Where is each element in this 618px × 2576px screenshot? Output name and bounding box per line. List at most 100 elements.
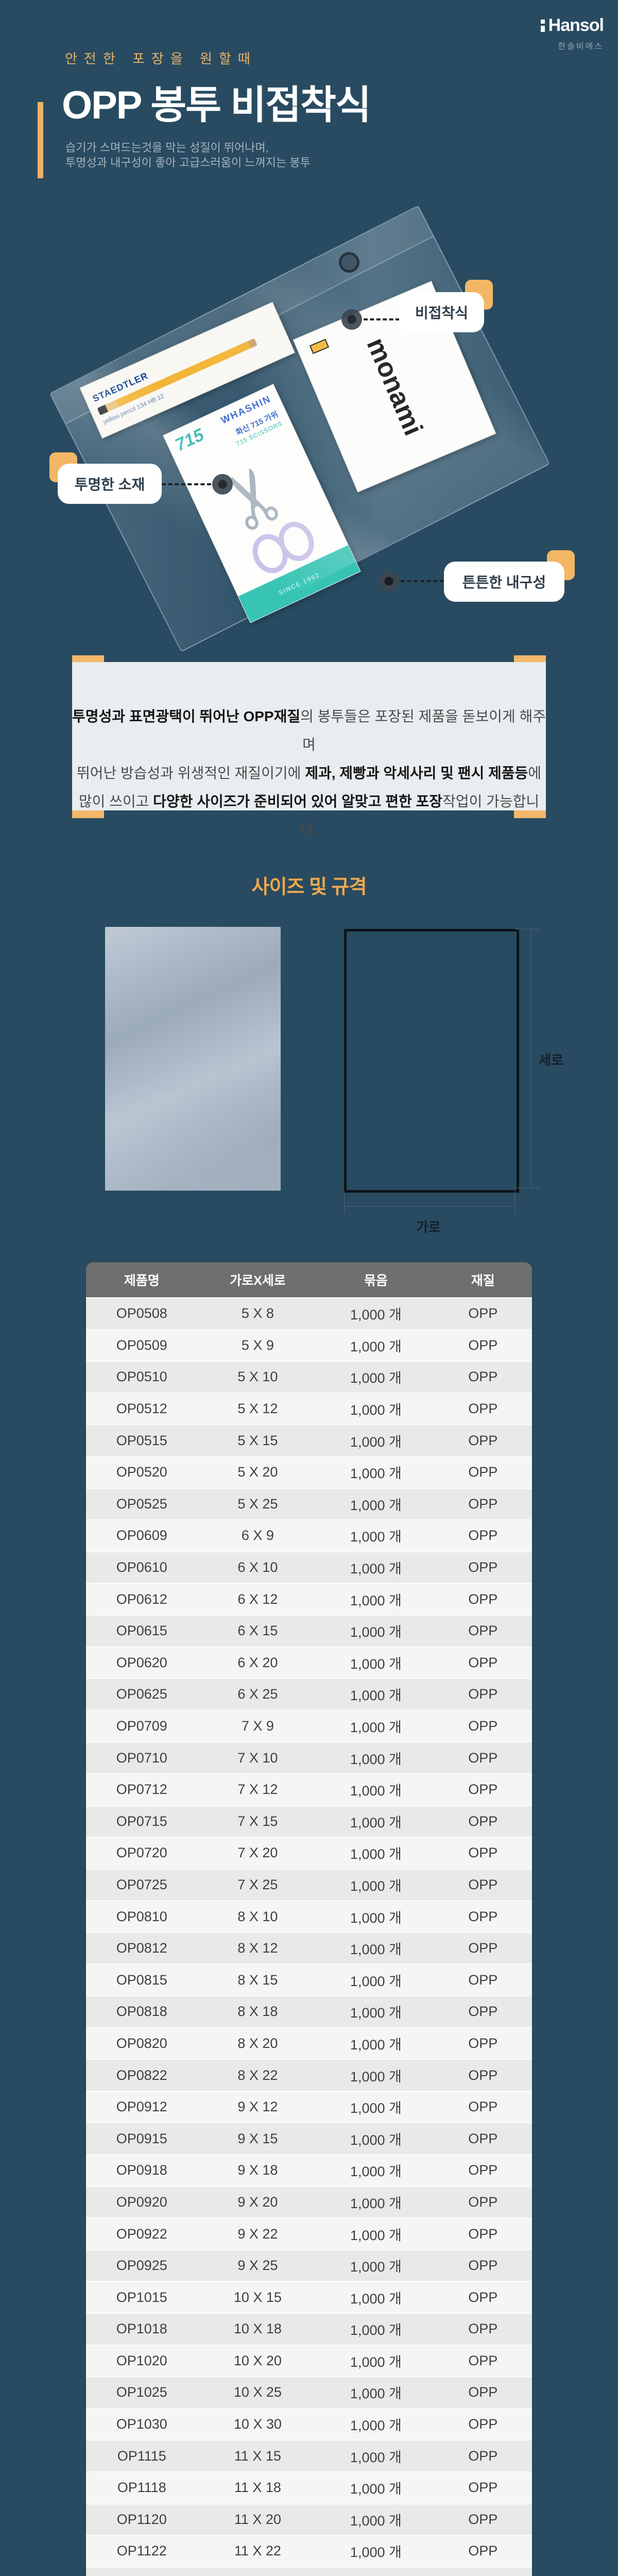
cell-product-code: OP1122: [86, 2535, 198, 2567]
col-header-product-name: 제품명: [86, 1262, 198, 1298]
cell-product-code: OP1120: [86, 2503, 198, 2536]
feature-line-1: 투명성과 표면광택이 뛰어난 OPP재질의 봉투들은 포장된 제품을 돋보이게 …: [72, 708, 546, 753]
cell-material: OPP: [434, 1297, 532, 1330]
feature-line-3: 많이 쓰이고 다양한 사이즈가 준비되어 있어 알맞고 편한 포장작업이 가능합…: [78, 793, 540, 838]
cell-material: OPP: [434, 2122, 532, 2155]
callout-non-adhesive: 비접착식: [399, 292, 484, 332]
cell-product-code: OP0525: [86, 1487, 198, 1520]
scissors-model-number: 715: [172, 425, 207, 455]
table-row: OP0815 8 X 15 1,000 개 OPP: [86, 1963, 532, 1996]
cell-bundle: 1,000 개: [318, 2313, 434, 2345]
callout-dash-line: [364, 318, 400, 320]
table-row: OP0612 6 X 12 1,000 개 OPP: [86, 1583, 532, 1615]
cell-product-code: OP1020: [86, 2344, 198, 2377]
cell-size: 7 X 20: [197, 1837, 318, 1869]
table-row: OP1115 11 X 15 1,000 개 OPP: [86, 2439, 532, 2472]
table-row: OP1122 11 X 22 1,000 개 OPP: [86, 2535, 532, 2567]
table-row: OP1030 10 X 30 1,000 개 OPP: [86, 2408, 532, 2441]
scissors-blister-card: 715 WHASHIN 화신 715 가위 715 SCISSORS ✂ SIN…: [163, 383, 361, 623]
feature-line-2: 뛰어난 방습성과 위생적인 재질이기에 제과, 제빵과 악세사리 및 팬시 제품…: [76, 765, 542, 781]
cell-bundle: 1,000 개: [318, 1868, 434, 1901]
cell-size: 11 X 15: [197, 2439, 318, 2472]
cell-product-code: OP0612: [86, 1583, 198, 1615]
cell-bundle: 1,000 개: [318, 2408, 434, 2441]
cell-product-code: OP0509: [86, 1329, 198, 1362]
cell-size: 5 X 10: [197, 1361, 318, 1393]
size-table: 제품명 가로X세로 묶음 재질 OP0508 5 X 8 1,000 개 OPP OP0…: [86, 1262, 532, 2576]
table-row: OP1020 10 X 20 1,000 개 OPP: [86, 2344, 532, 2377]
col-header-bundle: 묶음: [318, 1262, 434, 1298]
cell-size: 5 X 25: [197, 1487, 318, 1520]
table-row: OP0515 5 X 15 1,000 개 OPP: [86, 1424, 532, 1456]
cell-product-code: OP0920: [86, 2185, 198, 2218]
cell-material: OPP: [434, 2217, 532, 2250]
cell-bundle: 1,000 개: [318, 1741, 434, 1774]
cell-size: 11 X 18: [197, 2471, 318, 2504]
cell-size: 8 X 12: [197, 1931, 318, 1964]
cell-bundle: 1,000 개: [318, 1678, 434, 1710]
cell-bundle: 1,000 개: [318, 1646, 434, 1679]
cell-bundle: 1,000 개: [318, 1361, 434, 1393]
table-row: OP0720 7 X 20 1,000 개 OPP: [86, 1837, 532, 1869]
cell-product-code: OP1125: [86, 2566, 198, 2576]
hero-eyebrow: 안전한 포장을 원할때: [65, 51, 257, 66]
table-row: OP0912 9 X 12 1,000 개 OPP: [86, 2090, 532, 2123]
cell-bundle: 1,000 개: [318, 1551, 434, 1584]
cell-material: OPP: [434, 1487, 532, 1520]
table-row: OP0512 5 X 12 1,000 개 OPP: [86, 1392, 532, 1425]
hero-subtitle: 습기가 스며드는것을 막는 성질이 뛰어나며, 투명성과 내구성이 좋아 고급스…: [65, 140, 311, 170]
cell-bundle: 1,000 개: [318, 1519, 434, 1552]
cell-bundle: 1,000 개: [318, 2503, 434, 2536]
bag-hang-hole: [335, 248, 363, 277]
cell-material: OPP: [434, 2313, 532, 2345]
cell-material: OPP: [434, 2408, 532, 2441]
cell-bundle: 1,000 개: [318, 2185, 434, 2218]
cell-material: OPP: [434, 1931, 532, 1964]
cell-bundle: 1,000 개: [318, 1614, 434, 1647]
table-row: OP0615 6 X 15 1,000 개 OPP: [86, 1614, 532, 1647]
cell-product-code: OP0810: [86, 1900, 198, 1933]
cell-size: 11 X 22: [197, 2535, 318, 2567]
cell-product-code: OP0709: [86, 1709, 198, 1742]
cell-product-code: OP0818: [86, 1995, 198, 2028]
callout-durable: 튼튼한 내구성: [444, 562, 564, 602]
cell-bundle: 1,000 개: [318, 2439, 434, 2472]
cell-product-code: OP0520: [86, 1455, 198, 1488]
cell-material: OPP: [434, 1455, 532, 1488]
cell-product-code: OP0625: [86, 1678, 198, 1710]
cell-bundle: 1,000 개: [318, 2090, 434, 2123]
cell-product-code: OP1018: [86, 2313, 198, 2345]
cell-size: 8 X 18: [197, 1995, 318, 2028]
cell-bundle: 1,000 개: [318, 2154, 434, 2187]
size-diagram-rectangle: [344, 929, 519, 1193]
table-row: OP0508 5 X 8 1,000 개 OPP: [86, 1297, 532, 1330]
cell-material: OPP: [434, 1519, 532, 1552]
cell-material: OPP: [434, 2059, 532, 2091]
cell-material: OPP: [434, 1773, 532, 1806]
cell-product-code: OP1015: [86, 2281, 198, 2313]
cell-size: 10 X 15: [197, 2281, 318, 2313]
cell-bundle: 1,000 개: [318, 1424, 434, 1456]
callout-dash-line: [401, 580, 444, 582]
width-label: 가로: [416, 1219, 441, 1235]
hansol-logo-mark-icon: [540, 19, 545, 32]
cell-material: OPP: [434, 1424, 532, 1456]
scissors-since-band: SINCE 1962: [238, 545, 360, 623]
cell-bundle: 1,000 개: [318, 2376, 434, 2409]
table-row: OP0510 5 X 10 1,000 개 OPP: [86, 1361, 532, 1393]
table-row: OP0520 5 X 20 1,000 개 OPP: [86, 1455, 532, 1488]
cell-product-code: OP0922: [86, 2217, 198, 2250]
table-row: OP0818 8 X 18 1,000 개 OPP: [86, 1995, 532, 2028]
page-title: OPP 봉투 비접착식: [62, 83, 371, 127]
size-section-title: 사이즈 및 규격: [251, 876, 367, 898]
cell-size: 5 X 8: [197, 1297, 318, 1330]
cell-product-code: OP0918: [86, 2154, 198, 2187]
table-row: OP1025 10 X 25 1,000 개 OPP: [86, 2376, 532, 2409]
cell-bundle: 1,000 개: [318, 1805, 434, 1838]
cell-product-code: OP0610: [86, 1551, 198, 1584]
cell-material: OPP: [434, 2471, 532, 2504]
cell-product-code: OP0822: [86, 2059, 198, 2091]
